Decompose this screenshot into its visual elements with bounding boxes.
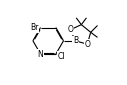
Text: O: O bbox=[84, 40, 90, 49]
Text: O: O bbox=[67, 25, 73, 34]
Text: B: B bbox=[73, 36, 78, 45]
Text: Cl: Cl bbox=[58, 52, 66, 61]
Text: Br: Br bbox=[30, 23, 39, 32]
Text: N: N bbox=[38, 50, 43, 59]
